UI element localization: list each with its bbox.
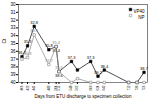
svg-text:406: 406 — [20, 85, 24, 90]
svg-text:32.8: 32.8 — [30, 20, 39, 25]
svg-text:35.8: 35.8 — [44, 43, 53, 49]
svg-text:38: 38 — [10, 64, 16, 69]
svg-text:33: 33 — [10, 25, 16, 30]
svg-text:548: 548 — [69, 85, 73, 90]
svg-text:38.6: 38.6 — [55, 73, 64, 78]
svg-text:712: 712 — [127, 85, 131, 90]
svg-text:Days from ETU discharge to spe: Days from ETU discharge to specimen coll… — [34, 94, 132, 99]
svg-text:30: 30 — [10, 2, 16, 7]
svg-text:35: 35 — [10, 41, 16, 46]
svg-text:37: 37 — [10, 57, 16, 62]
svg-text:36.8: 36.8 — [24, 51, 33, 56]
svg-text:624: 624 — [96, 85, 100, 90]
svg-text:35.4: 35.4 — [52, 40, 61, 45]
svg-text:565: 565 — [75, 85, 79, 90]
svg-text:NP: NP — [138, 15, 144, 20]
svg-text:35.3: 35.3 — [24, 39, 33, 44]
svg-text:512: 512 — [57, 85, 61, 90]
svg-text:441: 441 — [32, 85, 36, 90]
svg-text:483: 483 — [47, 85, 51, 90]
svg-text:39.2: 39.2 — [94, 70, 103, 75]
svg-text:39: 39 — [10, 72, 16, 77]
svg-text:422: 422 — [26, 85, 30, 90]
svg-text:37.3: 37.3 — [87, 55, 96, 60]
svg-text:34: 34 — [10, 33, 16, 38]
svg-text:37.7: 37.7 — [45, 58, 54, 63]
svg-text:736: 736 — [135, 85, 139, 90]
svg-text:37.3: 37.3 — [68, 55, 77, 60]
svg-text:VP40: VP40 — [133, 9, 145, 14]
svg-text:38.4: 38.4 — [100, 64, 109, 69]
svg-text:38.6: 38.6 — [55, 65, 64, 70]
svg-text:642: 642 — [102, 85, 106, 90]
svg-text:36.7: 36.7 — [18, 50, 26, 56]
svg-text:603: 603 — [89, 85, 93, 90]
svg-text:756: 756 — [142, 85, 146, 90]
svg-text:Ct: Ct — [1, 38, 7, 44]
svg-text:38.7: 38.7 — [140, 66, 149, 71]
svg-text:36: 36 — [10, 49, 16, 54]
svg-text:32: 32 — [10, 18, 16, 23]
svg-text:40: 40 — [10, 80, 16, 85]
svg-text:31: 31 — [10, 10, 16, 15]
svg-text:33.9: 33.9 — [30, 28, 39, 33]
